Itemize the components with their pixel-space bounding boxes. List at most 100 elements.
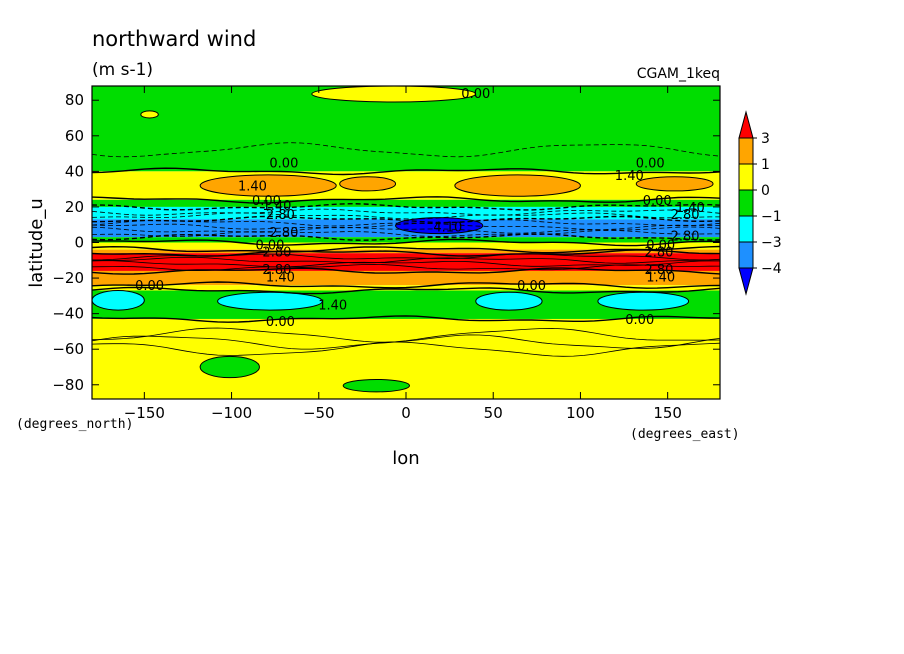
- band-5: [92, 237, 720, 243]
- contour-label-18: 2.80: [262, 263, 291, 278]
- x-tick-label-3: 0: [401, 404, 411, 422]
- y-tick-label-1: 60: [65, 127, 84, 145]
- contour-line-3: [92, 215, 720, 224]
- colorbar-label-2: 0: [761, 183, 770, 199]
- patch-8: [199, 355, 260, 379]
- patch-5: [217, 291, 323, 311]
- contour-label-23: 0.00: [517, 279, 546, 294]
- band-9: [92, 270, 720, 286]
- colorbar-segment-2: [738, 163, 754, 191]
- contour-label-2: 0.00: [636, 156, 665, 171]
- contour-label-15: 0.00: [646, 238, 675, 253]
- colorbar-segment-5: [738, 241, 754, 269]
- band-8: [92, 253, 720, 271]
- patch-9: [342, 378, 410, 393]
- contour-label-1: 0.00: [269, 156, 298, 171]
- contour-line-10: [92, 286, 720, 295]
- y-tick-label-7: −60: [52, 340, 84, 358]
- contour-label-6: 0.00: [643, 194, 672, 209]
- patch-10: [311, 86, 477, 103]
- run-label: CGAM_1keq: [637, 66, 720, 82]
- contour-label-9: 2.80: [266, 208, 295, 223]
- contour-line-13: [92, 212, 720, 220]
- contour-label-24: 1.40: [318, 299, 347, 314]
- contour-line-19: [92, 256, 720, 264]
- contour-label-11: 4.10: [433, 220, 462, 235]
- contour-label-0: 0.00: [461, 87, 490, 102]
- x-axis-title: lon: [392, 448, 419, 469]
- x-tick-label-4: 50: [484, 404, 503, 422]
- contour-label-12: 2.80: [269, 226, 298, 241]
- contour-line-16: [92, 226, 720, 234]
- patch-3: [635, 176, 714, 192]
- contour-line-14: [92, 219, 720, 227]
- contour-line-22: [92, 142, 720, 158]
- contour-line-15: [92, 222, 720, 230]
- contour-line-1: [92, 196, 720, 204]
- colorbar-segment-4: [738, 215, 754, 243]
- y-tick-label-8: −80: [52, 376, 84, 394]
- contour-line-24: [92, 334, 720, 350]
- contour-line-21: [92, 263, 720, 272]
- contour-label-5: 0.00: [252, 194, 281, 209]
- contour-line-8: [92, 267, 720, 275]
- contour-line-0: [92, 167, 720, 176]
- x-tick-label-1: −100: [211, 404, 252, 422]
- contour-label-26: 0.00: [625, 313, 654, 328]
- contour-line-25: [92, 341, 720, 357]
- x-tick-label-6: 150: [653, 404, 682, 422]
- contour-label-3: 1.40: [238, 180, 267, 195]
- contour-line-17: [92, 229, 720, 237]
- band-1: [92, 171, 720, 200]
- y-tick-label-2: 40: [65, 162, 84, 180]
- x-unit-label: (degrees_east): [630, 427, 740, 442]
- contour-label-17: 2.80: [644, 245, 673, 260]
- colorbar-top-arrow: [738, 110, 754, 139]
- x-tick-label-2: −50: [303, 404, 335, 422]
- y-axis: 80 60 40 20 0 −20 −40 −60 −80: [52, 91, 720, 394]
- band-6: [92, 242, 720, 250]
- colorbar-bottom-arrow: [738, 267, 754, 296]
- y-unit-label: (degrees_north): [16, 417, 133, 432]
- y-tick-label-6: −40: [52, 305, 84, 323]
- contour-label-25: 0.00: [266, 315, 295, 330]
- contour-line-2: [92, 202, 720, 211]
- contour-line-6: [92, 245, 720, 254]
- contour-label-21: 1.40: [646, 270, 675, 285]
- patch-0: [199, 174, 337, 197]
- colorbar: 3 1 0 −1 −3 −4: [738, 110, 782, 296]
- y-tick-label-5: −20: [52, 269, 84, 287]
- x-tick-label-5: 100: [566, 404, 595, 422]
- contour-lines: [92, 142, 720, 357]
- contour-label-19: 2.80: [644, 263, 673, 278]
- contour-label-20: 1.40: [266, 270, 295, 285]
- contour-label-10: 2.80: [671, 208, 700, 223]
- contour-label-22: 0.00: [135, 279, 164, 294]
- colorbar-label-1: 1: [761, 157, 770, 173]
- y-axis-title: latitude_u: [26, 198, 47, 287]
- contour-label-14: 0.00: [255, 238, 284, 253]
- x-axis: −150 −100 −50 0 50 100 150: [124, 86, 682, 422]
- colorbar-label-5: −4: [761, 261, 782, 277]
- contour-label-8: 1.40: [676, 201, 705, 216]
- patch-11: [140, 110, 159, 119]
- contour-label-16: 2.80: [262, 245, 291, 260]
- contour-field: [92, 86, 720, 399]
- patch-1: [339, 176, 397, 192]
- chart-units: (m s-1): [92, 60, 153, 80]
- patch-6: [475, 291, 543, 311]
- colorbar-segment-1: [738, 137, 754, 165]
- y-tick-label-0: 80: [65, 91, 84, 109]
- contour-line-12: [92, 208, 720, 216]
- colorbar-label-0: 3: [761, 131, 770, 147]
- contour-line-5: [92, 238, 720, 247]
- contour-labels: 0.000.00 0.001.401.400.00 0.001.40 1.402.80…: [135, 87, 705, 330]
- y-tick-label-4: 0: [74, 234, 84, 252]
- x-tick-label-0: −150: [124, 404, 165, 422]
- contour-line-9: [92, 281, 720, 289]
- colorbar-label-4: −3: [761, 235, 782, 251]
- contour-label-4: 1.40: [615, 169, 644, 184]
- band-2: [92, 199, 720, 207]
- chart-title: northward wind: [92, 27, 256, 51]
